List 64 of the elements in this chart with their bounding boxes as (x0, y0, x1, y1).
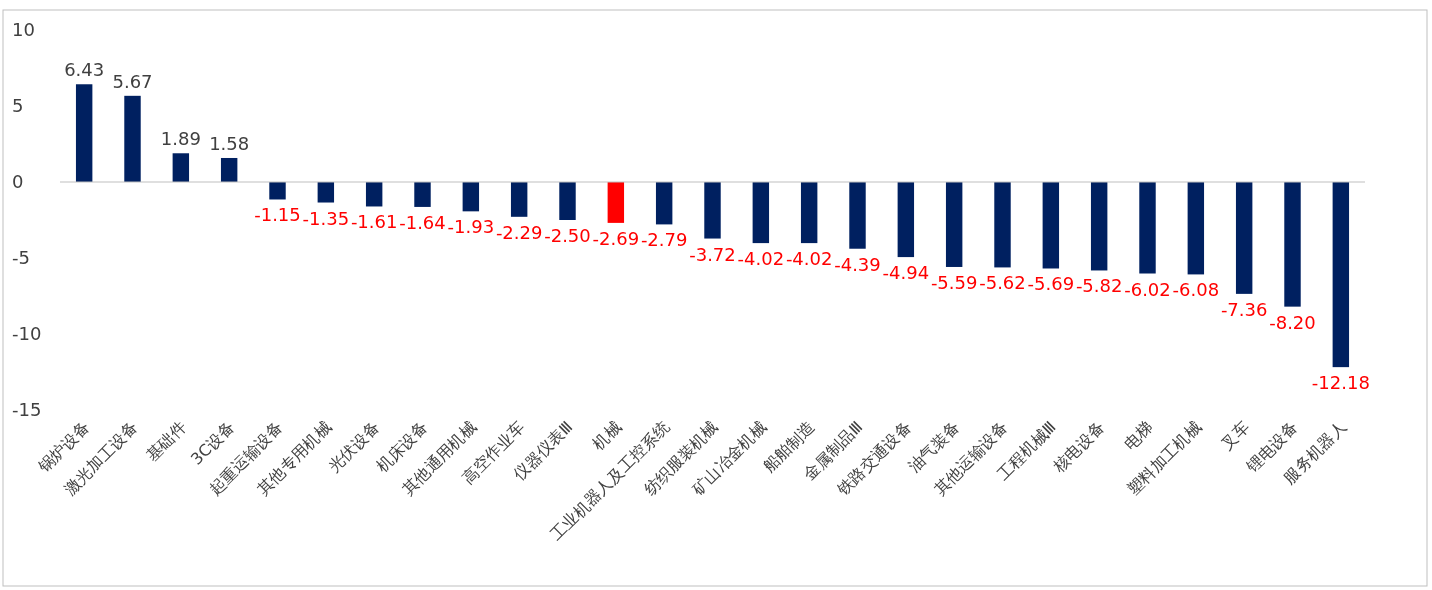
x-tick-label: 机械 (588, 417, 625, 454)
data-label: -1.61 (350, 211, 398, 233)
data-label: 1.58 (209, 132, 250, 154)
data-label: -2.29 (495, 221, 543, 243)
bar (462, 182, 480, 212)
bar (1187, 182, 1205, 275)
data-label: -2.50 (544, 225, 591, 246)
data-label: -6.08 (1172, 279, 1220, 301)
y-tick-label: 10 (12, 19, 35, 40)
bar (897, 182, 915, 258)
bar (655, 182, 673, 225)
data-label: 5.67 (112, 70, 153, 92)
bar (220, 157, 238, 182)
data-label: -4.39 (834, 253, 881, 275)
data-label: -7.36 (1220, 298, 1268, 320)
data-label: -4.94 (882, 262, 930, 284)
bar (752, 182, 770, 244)
bar (75, 84, 93, 182)
bar (365, 182, 383, 207)
data-label: -1.93 (447, 216, 495, 238)
bar (1090, 182, 1108, 271)
data-label: -2.69 (592, 227, 640, 249)
data-label: -5.82 (1075, 275, 1123, 297)
data-label: -1.15 (254, 204, 301, 226)
bar (1042, 182, 1060, 269)
bar (1139, 182, 1156, 274)
bar (510, 182, 528, 217)
data-label: -4.02 (737, 248, 785, 270)
data-label: -4.02 (785, 248, 833, 270)
bar (1284, 182, 1301, 307)
bar (849, 182, 866, 249)
data-label: -6.02 (1124, 278, 1171, 300)
bar (607, 182, 625, 223)
bar (269, 182, 286, 200)
y-tick-label: -15 (12, 399, 42, 420)
data-label: -1.64 (399, 211, 446, 233)
y-tick-label: 5 (12, 95, 24, 116)
bar (945, 182, 963, 267)
data-label: 6.43 (64, 59, 105, 81)
x-tick-label: 电梯 (1120, 417, 1157, 454)
x-tick-label: 基础件 (142, 417, 190, 465)
bar (800, 182, 818, 244)
y-tick-label: 0 (12, 171, 24, 192)
data-label: -8.20 (1269, 311, 1316, 333)
data-label: -3.72 (689, 243, 736, 265)
bar (1332, 182, 1350, 368)
y-tick-label: -10 (12, 323, 42, 344)
bar (414, 182, 431, 207)
x-tick-label: 叉车 (1216, 417, 1253, 454)
bar (124, 95, 141, 182)
data-label: -12.18 (1311, 372, 1370, 394)
y-tick-label: -5 (12, 247, 30, 268)
bar (1235, 182, 1253, 294)
bar (704, 182, 721, 239)
data-label: -2.79 (640, 229, 688, 251)
data-label: -5.62 (979, 272, 1026, 294)
bar (559, 182, 576, 220)
bar (172, 153, 190, 182)
bar (994, 182, 1011, 268)
data-label: 1.89 (160, 128, 201, 150)
data-label: -1.35 (302, 207, 350, 229)
data-label: -5.59 (930, 271, 978, 293)
bar (317, 182, 335, 203)
data-label: -5.69 (1027, 273, 1075, 295)
